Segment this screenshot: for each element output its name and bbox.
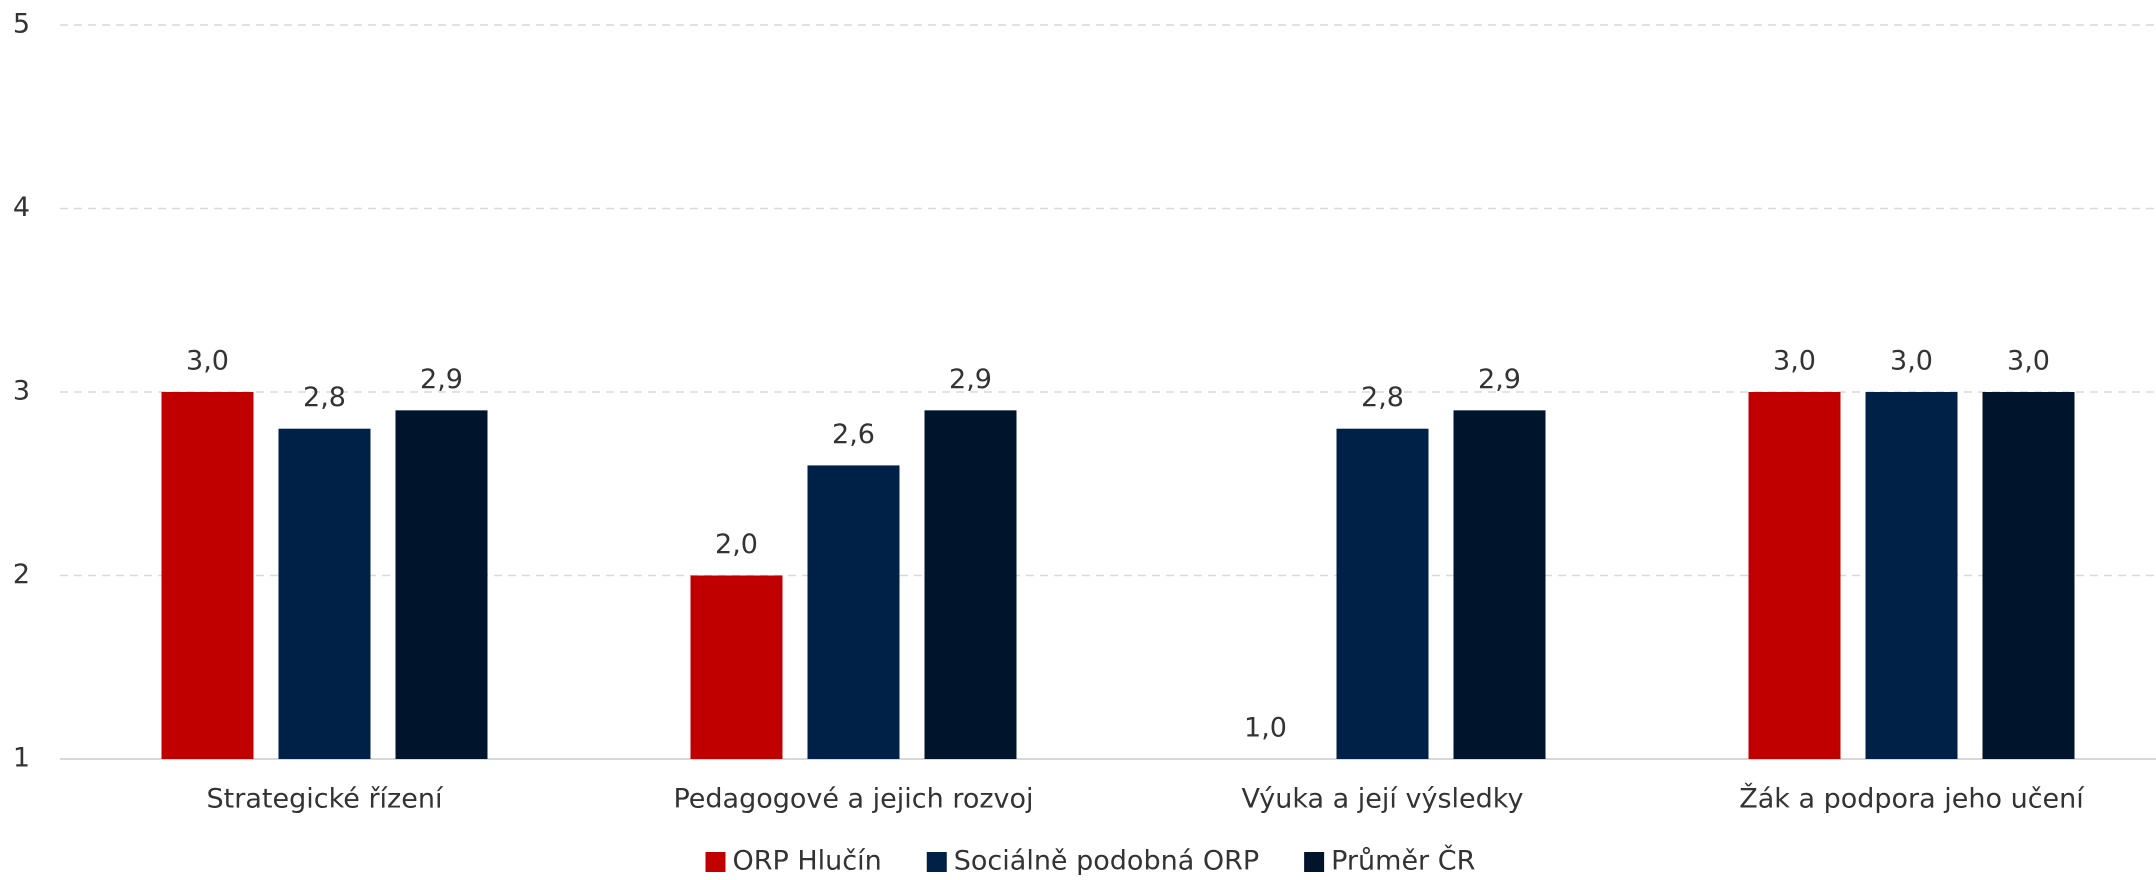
bar [1748, 392, 1841, 759]
value-label: 3,0 [186, 346, 229, 377]
y-tick-label: 3 [13, 376, 30, 407]
x-tick-label: Pedagogové a jejich rozvoj [673, 784, 1033, 815]
bar [161, 392, 254, 759]
value-label: 2,8 [1361, 382, 1404, 413]
value-label: 1,0 [1244, 713, 1287, 744]
x-tick-label: Žák a podpora jeho učení [1739, 783, 2085, 815]
legend-swatch [705, 852, 726, 872]
legend-label: Průměr ČR [1331, 845, 1475, 877]
bar [1982, 392, 2075, 759]
value-label: 3,0 [1890, 346, 1933, 377]
value-label: 3,0 [1773, 346, 1816, 377]
bar [278, 428, 371, 759]
x-tick-label: Strategické řízení [207, 784, 444, 815]
value-label: 2,9 [420, 364, 463, 395]
y-tick-label: 2 [13, 559, 30, 590]
legend-swatch [1304, 852, 1325, 872]
bar [1336, 428, 1429, 759]
bar [690, 575, 783, 759]
y-tick-label: 1 [13, 743, 30, 774]
legend-label: ORP Hlučín [733, 846, 882, 877]
bar [1453, 410, 1546, 759]
value-label: 3,0 [2007, 346, 2050, 377]
bar [924, 410, 1017, 759]
value-label: 2,9 [949, 364, 992, 395]
x-tick-label: Výuka a její výsledky [1242, 784, 1524, 815]
bar [807, 465, 900, 759]
bar [1865, 392, 1958, 759]
bar [395, 410, 488, 759]
legend-swatch [926, 852, 947, 872]
value-label: 2,6 [832, 419, 875, 450]
value-label: 2,8 [303, 382, 346, 413]
legend-label: Sociálně podobná ORP [954, 846, 1259, 877]
value-label: 2,9 [1478, 364, 1521, 395]
y-tick-label: 4 [13, 192, 30, 223]
value-label: 2,0 [715, 529, 758, 560]
y-tick-label: 5 [13, 9, 30, 40]
